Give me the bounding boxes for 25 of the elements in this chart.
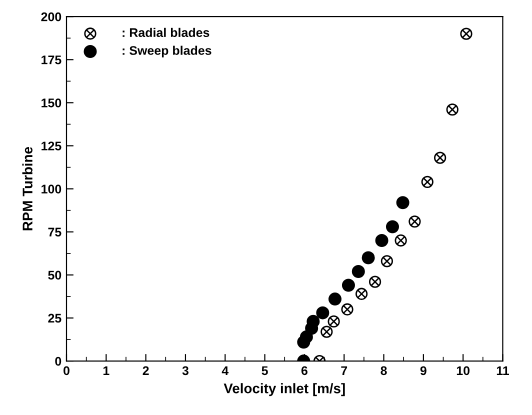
- x-tick-label: 10: [456, 366, 470, 376]
- x-tick-label: 1: [103, 366, 110, 375]
- y-tick-label: 175: [42, 56, 62, 64]
- y-tick-label: 125: [42, 142, 62, 150]
- y-tick-label: 0: [55, 356, 62, 366]
- x-tick-label: 0: [64, 366, 70, 376]
- y-tick-label: 25: [48, 314, 62, 323]
- x-tick-label: 7: [341, 366, 348, 375]
- x-tick-label: 4: [222, 366, 229, 375]
- y-axis-title: RPM Turbine: [22, 146, 32, 230]
- legend-label: : Sweep blades: [122, 46, 212, 58]
- x-tick-label: 8: [380, 366, 387, 376]
- y-tick-label: 150: [42, 98, 62, 108]
- x-tick-label: 3: [182, 366, 188, 376]
- legend-label: : Radial blades: [122, 28, 210, 38]
- y-tick-label: 100: [42, 184, 62, 194]
- x-tick-label: 11: [496, 366, 509, 375]
- x-tick-label: 2: [142, 366, 149, 375]
- x-tick-label: 5: [262, 366, 268, 376]
- x-axis-title: Velocity inlet [m/s]: [224, 383, 345, 396]
- y-tick-label: 50: [48, 270, 62, 280]
- x-tick-label: 6: [301, 366, 308, 376]
- y-tick-label: 200: [41, 12, 62, 22]
- x-tick-label: 9: [420, 366, 426, 376]
- y-tick-label: 75: [48, 228, 62, 237]
